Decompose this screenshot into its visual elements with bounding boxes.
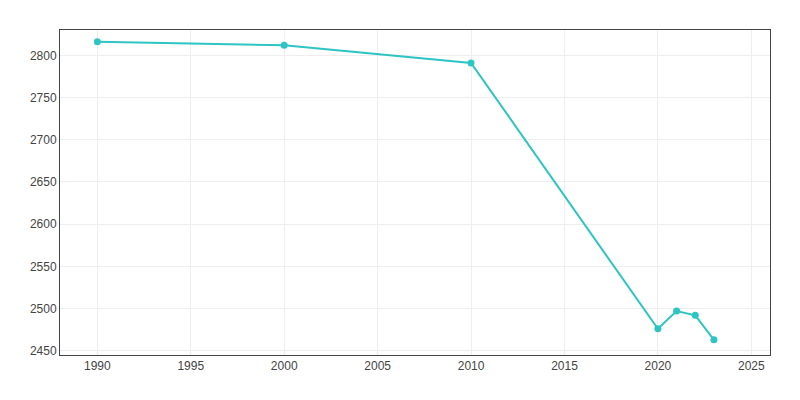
svg-text:2550: 2550 xyxy=(30,260,57,274)
svg-text:2005: 2005 xyxy=(364,359,391,373)
svg-text:2750: 2750 xyxy=(30,91,57,105)
svg-text:2800: 2800 xyxy=(30,49,57,63)
svg-text:2010: 2010 xyxy=(458,359,485,373)
svg-text:1995: 1995 xyxy=(177,359,204,373)
svg-text:1990: 1990 xyxy=(84,359,111,373)
svg-text:2600: 2600 xyxy=(30,217,57,231)
svg-text:2015: 2015 xyxy=(551,359,578,373)
svg-text:2500: 2500 xyxy=(30,302,57,316)
svg-text:2000: 2000 xyxy=(271,359,298,373)
svg-text:2025: 2025 xyxy=(738,359,765,373)
svg-text:2450: 2450 xyxy=(30,344,57,358)
svg-text:2650: 2650 xyxy=(30,175,57,189)
svg-text:2020: 2020 xyxy=(645,359,672,373)
svg-text:2700: 2700 xyxy=(30,133,57,147)
